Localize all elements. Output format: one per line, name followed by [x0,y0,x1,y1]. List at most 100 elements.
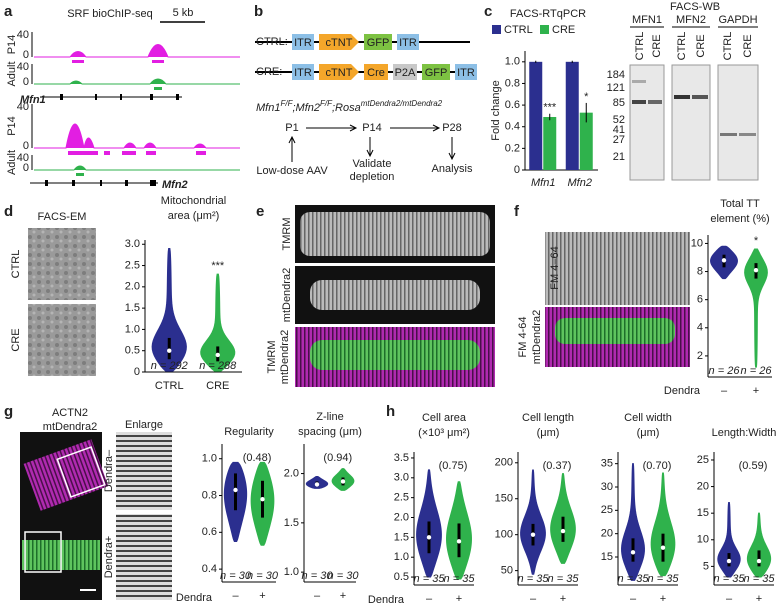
y-tick-label: 2.5 [394,492,409,504]
n-label: n = 26 [709,365,741,377]
median [756,558,762,564]
marker-label: 21 [613,151,625,163]
chart-title: area (μm²) [168,210,220,222]
n-label: n = 35 [518,573,550,585]
axis-label: Dendra [368,594,405,606]
x-tick-label: – [232,590,239,602]
y-tick-label: 1.0 [394,551,409,563]
median [260,497,265,502]
y-tick-label: 40 [17,61,29,73]
n-label: n = 35 [714,573,746,585]
median [167,348,172,353]
construct-part [319,34,359,50]
axis-label: Dendra [176,592,213,604]
marker-label: 27 [613,134,625,146]
n-label: n = 35 [648,573,680,585]
y-tick-label: 10 [697,534,709,546]
y-tick-label: 40 [17,29,29,41]
n-label: n = 30 [247,570,279,582]
genotype-part: ;Rosa [332,102,361,114]
y-tick-label: 1.0 [505,56,520,68]
x-tick-label: Mfn1 [531,177,555,189]
panel-label: g [4,403,13,420]
n-label: n = 26 [741,365,773,377]
panel-label: e [256,203,264,220]
median [660,545,666,550]
construct-part [292,34,314,50]
blot-images [629,64,759,181]
row-label: Dendra– [103,449,115,492]
n-label: n = 35 [548,573,580,585]
y-tick-label: 0.6 [505,99,520,111]
y-tick-label: 8 [697,265,703,277]
median [530,532,536,537]
chart-title: (μm) [537,427,560,439]
step-label: depletion [350,171,395,183]
y-tick-label: 0.5 [394,571,409,583]
n-label: n = 30 [302,570,334,582]
chart-title: Regularity [224,426,274,438]
confocal-images [295,205,690,387]
chart-title: Cell length [522,412,574,424]
blot-label: GAPDH [718,14,757,26]
y-tick-label: 2.0 [394,511,409,523]
y-tick-label: 1.5 [394,531,409,543]
image-title: Enlarge [125,419,163,431]
marker-label: 52 [613,114,625,126]
channel-label: ACTN2 [52,407,88,419]
violin [200,273,236,372]
y-tick-label: 0.8 [505,77,520,89]
chart-title: Total TT [720,198,760,210]
n-label: n = 35 [744,573,776,585]
construct-text: ITR [294,67,312,79]
blot-label: MFN1 [632,14,662,26]
step-label: Low-dose AAV [256,165,328,177]
panel-label: h [386,403,395,420]
chart-title: (μm) [637,427,660,439]
median [233,487,238,493]
blot-label: MFN2 [676,14,706,26]
median [726,558,732,564]
construct-text: ITR [294,37,312,49]
median [630,550,636,555]
y-tick-label: 0 [134,366,140,378]
channel-label: FM 4-64 [517,317,529,358]
x-tick-label: – [630,593,637,605]
row-label: CTRL [10,250,22,279]
bar [579,112,593,170]
construct-part [292,64,314,80]
x-tick-label: Mfn2 [568,177,592,189]
x-tick-label: – [530,593,537,605]
y-tick-label: 5 [703,560,709,572]
x-tick-label: – [726,593,733,605]
legend-label: CRE [552,24,575,36]
timepoint: P14 [362,122,382,134]
y-tick-label: 10 [691,237,703,249]
violin [520,469,546,575]
y-tick-label: 0.6 [202,526,217,538]
y-tick-label: 0.2 [505,142,520,154]
y-tick-label: 0 [23,140,29,152]
panel-label: b [254,3,263,20]
y-tick-label: 25 [697,454,709,466]
y-tick-label: 35 [601,458,613,470]
step-label: Analysis [432,163,473,175]
channel-label: mtDendra2 [279,330,291,384]
median [456,539,462,544]
x-tick-label: + [560,593,566,605]
violin [650,472,676,577]
channel-label: TMRM [281,218,293,251]
chart-title: Cell area [422,412,467,424]
construct-text: ITR [457,67,475,79]
significance: * [754,235,759,247]
y-tick-label: 200 [495,457,513,469]
em-image [28,228,96,300]
construct-label: CTRL: [256,36,288,48]
lane-label: CRE [651,34,663,57]
panel-title: SRF bioChIP-seq [67,8,153,20]
em-image [28,304,96,376]
significance: *** [211,260,225,272]
bar [543,116,557,170]
y-tick-label: 2 [697,350,703,362]
y-tick-label: 15 [697,507,709,519]
